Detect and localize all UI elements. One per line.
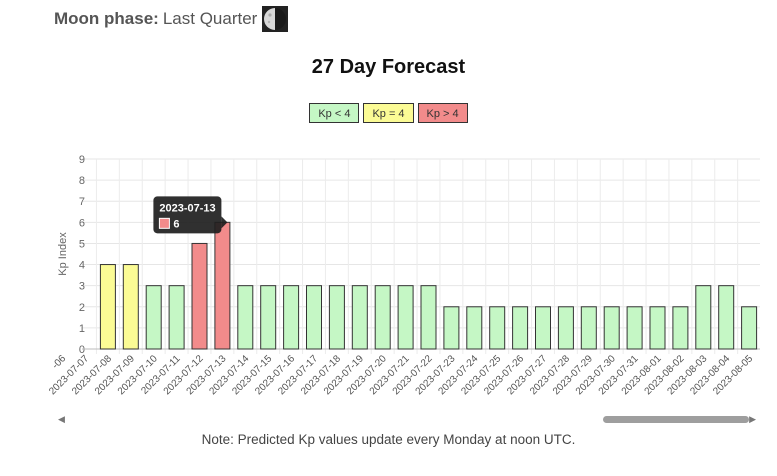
tooltip-swatch (158, 217, 170, 229)
bar-2023-07-30[interactable] (603, 306, 620, 350)
bar-2023-08-01[interactable] (649, 306, 666, 350)
y-tick-label: 2 (79, 302, 85, 314)
chart-legend: Kp < 4 Kp = 4 Kp > 4 (0, 103, 777, 123)
bar-2023-07-24[interactable] (466, 306, 483, 350)
bar-2023-07-08[interactable] (99, 264, 116, 350)
y-tick-label: 1 (79, 323, 85, 335)
bar-2023-07-31[interactable] (626, 306, 643, 350)
bar-2023-07-11[interactable] (168, 285, 185, 350)
bar-2023-07-26[interactable] (512, 306, 529, 350)
bar-2023-07-13[interactable] (214, 221, 231, 350)
tooltip-caret (221, 216, 228, 229)
scroll-left-arrow-icon[interactable]: ◀ (58, 414, 65, 424)
chart-tooltip: 2023-07-13 6 (153, 196, 228, 234)
y-tick-label: 0 (79, 344, 85, 356)
legend-item-kp-high[interactable]: Kp > 4 (417, 103, 468, 123)
y-tick-label: 6 (79, 217, 85, 229)
scroll-right-arrow-icon[interactable]: ▶ (749, 414, 756, 424)
tooltip-box (153, 196, 222, 234)
bar-2023-07-16[interactable] (283, 285, 300, 350)
bar-2023-08-05[interactable] (741, 306, 758, 350)
bar-2023-07-27[interactable] (535, 306, 551, 350)
bar-2023-07-19[interactable] (351, 285, 368, 350)
moon-phase-value: Last Quarter (162, 9, 258, 28)
legend-item-kp-low[interactable]: Kp < 4 (309, 103, 360, 123)
bar-2023-07-25[interactable] (489, 306, 506, 350)
bar-2023-08-02[interactable] (672, 306, 689, 350)
bar-2023-07-10[interactable] (145, 285, 162, 350)
moon-phase-label: Moon phase: (54, 9, 159, 28)
tooltip-date: 2023-07-13 (159, 202, 215, 214)
y-tick-label: 3 (79, 281, 85, 293)
tooltip-value: 6 (173, 218, 179, 230)
bar-2023-07-14[interactable] (237, 285, 254, 350)
chart-title: 27 Day Forecast (311, 56, 466, 78)
moon-phase-row: Moon phase: Last Quarter (54, 6, 289, 32)
y-tick-label: 7 (79, 196, 85, 208)
bar-2023-07-15[interactable] (260, 285, 277, 350)
moon-last-quarter-icon (262, 6, 289, 32)
chart-area: 0 1 2 3 4 5 6 7 8 9 Kp Index -06 2023-07-07 2023-07-0… (0, 140, 777, 410)
bar-2023-07-12[interactable] (191, 242, 208, 350)
y-tick-label: 8 (79, 175, 85, 187)
bar-2023-07-29[interactable] (580, 306, 597, 350)
x-tick-label: -06 (50, 353, 68, 371)
legend-item-kp-equal[interactable]: Kp = 4 (363, 103, 414, 123)
y-tick-label: 4 (79, 260, 85, 272)
y-tick-label: 5 (79, 238, 85, 250)
bar-2023-07-09[interactable] (122, 264, 139, 350)
y-axis-label: Kp Index (57, 232, 69, 276)
y-tick-label: 9 (79, 154, 85, 166)
bar-2023-07-21[interactable] (397, 285, 414, 350)
bar-2023-07-23[interactable] (443, 306, 460, 350)
bar-2023-07-28[interactable] (557, 306, 574, 350)
bar-2023-08-04[interactable] (718, 285, 735, 350)
bar-2023-07-18[interactable] (328, 285, 345, 350)
chart-scrollbar[interactable]: ◀ ▶ (56, 413, 756, 425)
bar-2023-08-03[interactable] (695, 285, 712, 350)
bar-2023-07-17[interactable] (306, 285, 322, 350)
bar-2023-07-20[interactable] (374, 285, 391, 350)
bar-2023-07-22[interactable] (420, 285, 437, 350)
scrollbar-thumb[interactable] (603, 416, 749, 423)
update-note: Note: Predicted Kp values update every M… (201, 432, 576, 447)
